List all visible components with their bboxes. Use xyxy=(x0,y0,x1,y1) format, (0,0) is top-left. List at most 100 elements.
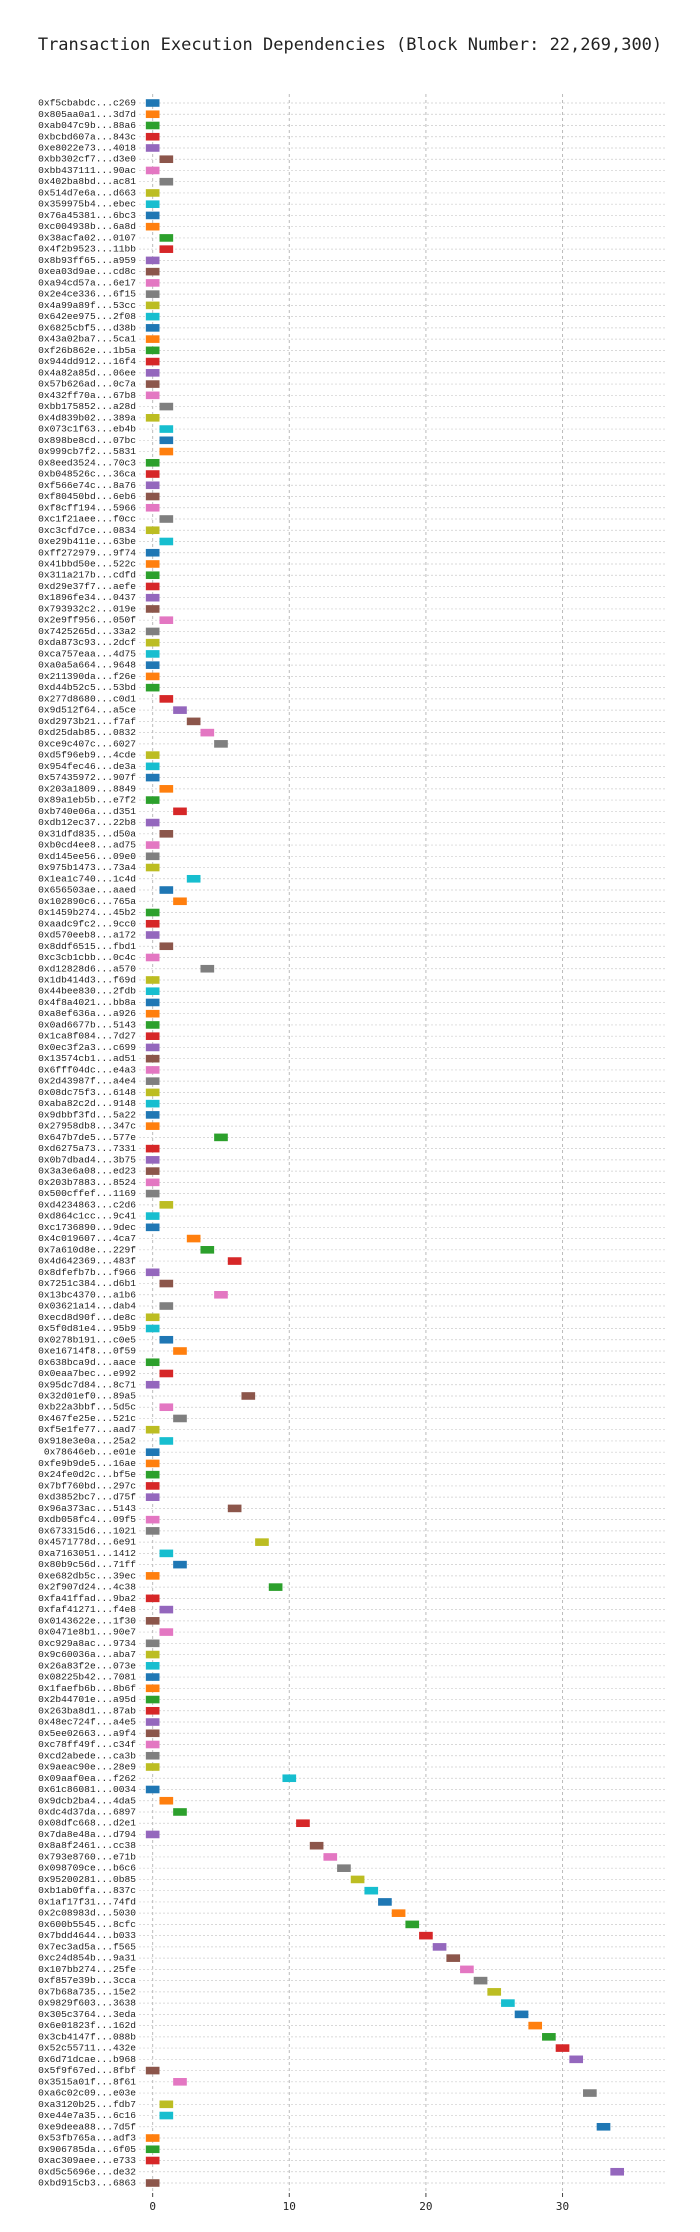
bar xyxy=(555,2044,570,2052)
y-tick-label: 0x203b7883...8524 xyxy=(38,1177,136,1188)
bar xyxy=(350,1875,365,1884)
bar xyxy=(542,2033,556,2041)
y-tick-label: 0x0471e8b1...90e7 xyxy=(38,1627,136,1638)
y-tick-label: 0xa0a5a664...9648 xyxy=(38,660,136,671)
y-tick-label: 0x432ff70a...67b8 xyxy=(38,390,136,401)
bar xyxy=(200,1246,215,1254)
bar xyxy=(173,807,187,816)
y-tick-label: 0xff272979...9f74 xyxy=(38,547,136,558)
bar xyxy=(145,1358,160,1367)
y-tick-label: 0xd44b52c5...53bd xyxy=(38,682,136,693)
bar xyxy=(528,2021,543,2030)
bar xyxy=(159,1302,174,1310)
bar xyxy=(145,1009,160,1018)
bar xyxy=(186,874,201,883)
bar xyxy=(145,908,160,917)
y-tick-label: 0x8a8f2461...cc38 xyxy=(38,1840,136,1851)
bar xyxy=(173,706,187,714)
bar xyxy=(145,1740,160,1749)
bar xyxy=(255,1538,269,1546)
y-tick-label: 0x4a82a85d...06ee xyxy=(38,367,136,378)
y-tick-label: 0xac309aee...e733 xyxy=(38,2155,136,2166)
bar xyxy=(159,155,174,164)
y-tick-label: 0x1896fe34...0437 xyxy=(38,592,136,603)
y-tick-label: 0xbb175852...a28d xyxy=(38,401,136,412)
y-tick-label: 0x95200281...0b85 xyxy=(38,1874,136,1885)
y-tick-label: 0x2e4ce336...6f15 xyxy=(38,289,136,300)
bar xyxy=(159,1628,174,1636)
y-tick-label: 0x24fe0d2c...bf5e xyxy=(38,1469,136,1480)
bar xyxy=(145,1650,160,1659)
bar xyxy=(200,964,215,973)
bar xyxy=(159,245,174,253)
bar xyxy=(145,1223,160,1232)
bar xyxy=(145,548,160,557)
y-tick-label: 0xc929a8ac...9734 xyxy=(38,1638,136,1649)
y-tick-label: 0x211390da...f26e xyxy=(38,671,136,682)
y-tick-label: 0x0143622e...1f30 xyxy=(38,1615,136,1626)
bar xyxy=(145,661,160,669)
bar xyxy=(391,1909,406,1917)
bar xyxy=(583,2089,597,2097)
y-tick-label: 0x08dc75f3...6148 xyxy=(38,1087,136,1098)
bar xyxy=(145,1718,160,1726)
bar xyxy=(145,1617,160,1625)
bar xyxy=(145,1785,160,1794)
y-tick-label: 0xd5c5696e...de32 xyxy=(38,2166,136,2177)
y-tick-label: 0xf857e39b...3cca xyxy=(38,1975,136,1986)
bar xyxy=(145,346,160,355)
bar xyxy=(145,526,160,535)
y-tick-label: 0x08dfc668...d2e1 xyxy=(38,1818,136,1829)
bar xyxy=(145,1324,160,1333)
bar xyxy=(200,728,215,737)
y-tick-label: 0x0278b191...c0e5 xyxy=(38,1334,136,1345)
y-tick-label: 0x0ec3f2a3...c699 xyxy=(38,1042,136,1053)
y-tick-label: 0x6d71dcae...b968 xyxy=(38,2054,136,2065)
y-tick-label: 0x6fff04dc...e4a3 xyxy=(38,1064,136,1075)
bar xyxy=(159,177,174,186)
bar xyxy=(145,605,160,613)
bar xyxy=(145,189,160,197)
bar xyxy=(460,1965,474,1974)
bar xyxy=(145,1156,160,1164)
y-tick-label: 0x2f907d24...4c38 xyxy=(38,1582,136,1593)
bar xyxy=(569,2055,584,2064)
bar xyxy=(282,1774,297,1783)
y-tick-label: 0x57435972...907f xyxy=(38,772,136,783)
y-tick-label: 0xd25dab85...0832 xyxy=(38,727,136,738)
bar xyxy=(159,695,174,703)
y-tick-label: 0x61c86081...0034 xyxy=(38,1784,136,1795)
y-tick-label: 0x2d43987f...a4e4 xyxy=(38,1076,136,1087)
y-tick-label: 0x4a99a89f...53cc xyxy=(38,300,136,311)
bar xyxy=(159,234,174,242)
y-tick-label: 0x102890c6...765a xyxy=(38,896,136,907)
y-tick-label: 0x2c08983d...5030 xyxy=(38,1908,136,1919)
y-tick-label: 0x9dbbf3fd...5a22 xyxy=(38,1109,136,1120)
y-tick-label: 0xd5f96eb9...4cde xyxy=(38,750,136,761)
y-tick-label: 0x1ea1c740...1c4d xyxy=(38,873,136,884)
bar xyxy=(159,1335,174,1344)
bar xyxy=(145,1066,160,1074)
y-tick-label: 0x3cb4147f...088b xyxy=(38,2031,136,2042)
y-tick-label: 0xd2973b21...f7af xyxy=(38,716,136,727)
x-tick-label: 10 xyxy=(283,2200,296,2213)
y-tick-label: 0x954fec46...de3a xyxy=(38,761,136,772)
bar xyxy=(159,942,174,951)
y-tick-label: 0x9c60036a...aba7 xyxy=(38,1649,136,1660)
bar xyxy=(173,1347,187,1355)
y-tick-label: 0xaba82c2d...9148 xyxy=(38,1098,136,1109)
bar xyxy=(145,2066,160,2075)
bar xyxy=(145,953,160,962)
y-tick-label: 0x7251c384...d6b1 xyxy=(38,1278,136,1289)
bar xyxy=(309,1841,324,1850)
y-tick-label: 0x656503ae...aaed xyxy=(38,885,136,896)
y-tick-label: 0x4571778d...6e91 xyxy=(38,1537,136,1548)
bar xyxy=(145,863,160,872)
bar xyxy=(145,1178,160,1187)
y-tick-label: 0x7b68a735...15e2 xyxy=(38,1986,136,1997)
y-tick-label: 0xdc4d37da...6897 xyxy=(38,1807,136,1818)
y-tick-label: 0x918e3e0a...25a2 xyxy=(38,1435,136,1446)
y-tick-label: 0xbcbd607a...843c xyxy=(38,131,136,142)
bar xyxy=(145,931,160,939)
